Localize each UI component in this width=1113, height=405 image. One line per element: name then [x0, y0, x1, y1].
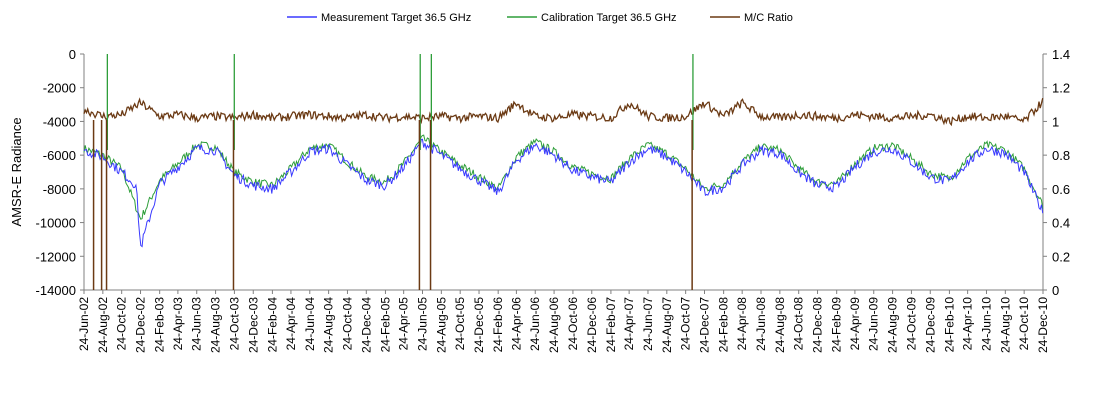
x-tick-label: 24-Jun-07: [641, 297, 655, 351]
x-tick-label: 24-Jun-03: [190, 297, 204, 351]
x-tick-label: 24-Feb-07: [604, 297, 618, 353]
x-tick-label: 24-Dec-03: [246, 297, 260, 353]
y-right-tick-label: 0.4: [1052, 216, 1070, 231]
x-tick-label: 24-Oct-03: [227, 297, 241, 351]
x-tick-label: 24-Feb-04: [265, 297, 279, 353]
x-tick-label: 24-Oct-10: [1017, 297, 1031, 351]
x-tick-label: 24-Apr-07: [622, 297, 636, 351]
y-left-tick-label: -2000: [43, 81, 76, 96]
x-tick-label: 24-Feb-09: [830, 297, 844, 353]
x-tick-label: 24-Apr-04: [284, 297, 298, 351]
x-tick-label: 24-Aug-08: [773, 297, 787, 353]
legend-item-mc-ratio-label: M/C Ratio: [744, 12, 793, 24]
series-line-mc-ratio: [83, 97, 1044, 127]
y-left-tick-label: -10000: [36, 216, 76, 231]
x-tick-label: 24-Aug-05: [434, 297, 448, 353]
x-tick-label: 24-Dec-10: [1036, 297, 1050, 353]
x-tick-label: 24-Apr-03: [171, 297, 185, 351]
y-left-tick-label: -14000: [36, 283, 76, 298]
legend-item-calibration-label: Calibration Target 36.5 GHz: [541, 12, 677, 24]
y-axis-title: AMSR-E Radiance: [9, 117, 24, 226]
x-tick-label: 24-Aug-10: [998, 297, 1012, 353]
x-tick-label: 24-Aug-07: [660, 297, 674, 353]
x-tick-label: 24-Feb-05: [378, 297, 392, 353]
x-tick-label: 24-Apr-06: [509, 297, 523, 351]
x-tick-label: 24-Oct-07: [679, 297, 693, 351]
x-tick-label: 24-Dec-08: [811, 297, 825, 353]
x-tick-label: 24-Jun-10: [979, 297, 993, 351]
x-tick-label: 24-Aug-04: [322, 297, 336, 353]
x-tick-label: 24-Dec-07: [697, 297, 711, 353]
x-tick-label: 24-Feb-03: [153, 297, 167, 353]
y-left-tick-label: -6000: [43, 148, 76, 163]
x-tick-label: 24-Apr-09: [848, 297, 862, 351]
x-tick-label: 24-Aug-09: [886, 297, 900, 353]
x-tick-label: 24-Oct-05: [453, 297, 467, 351]
x-tick-label: 24-Dec-06: [585, 297, 599, 353]
y-left-tick-label: 0: [69, 47, 76, 62]
legend-item-measurement-label: Measurement Target 36.5 GHz: [321, 12, 471, 24]
x-tick-label: 24-Feb-06: [491, 297, 505, 353]
x-tick-label: 24-Feb-08: [717, 297, 731, 353]
y-left-tick-label: -12000: [36, 249, 76, 264]
y-right-tick-label: 0.2: [1052, 249, 1070, 264]
x-tick-label: 24-Aug-06: [547, 297, 561, 353]
x-tick-label: 24-Apr-10: [961, 297, 975, 351]
y-left-tick-label: -8000: [43, 182, 76, 197]
x-tick-label: 24-Dec-04: [359, 297, 373, 353]
x-tick-label: 24-Aug-03: [209, 297, 223, 353]
x-tick-label: 24-Aug-02: [96, 297, 110, 353]
y-left-tick-label: -4000: [43, 114, 76, 129]
y-right-tick-label: 1: [1052, 114, 1059, 129]
x-tick-label: 24-Dec-09: [923, 297, 937, 353]
y-right-tick-label: 0.6: [1052, 182, 1070, 197]
x-tick-label: 24-Oct-02: [115, 297, 129, 351]
y-right-tick-label: 1.2: [1052, 81, 1070, 96]
x-tick-label: 24-Feb-10: [942, 297, 956, 353]
y-right-tick-label: 0: [1052, 283, 1059, 298]
x-tick-label: 24-Jun-05: [416, 297, 430, 351]
series-line-measurement: [83, 138, 1044, 248]
series-line-calibration: [83, 134, 1044, 220]
x-tick-label: 24-Apr-05: [397, 297, 411, 351]
x-tick-label: 24-Oct-06: [566, 297, 580, 351]
x-tick-label: 24-Dec-02: [134, 297, 148, 353]
x-tick-label: 24-Oct-04: [340, 297, 354, 351]
y-right-tick-label: 0.8: [1052, 148, 1070, 163]
x-tick-label: 24-Oct-08: [792, 297, 806, 351]
x-tick-label: 24-Oct-09: [904, 297, 918, 351]
x-tick-label: 24-Jun-09: [867, 297, 881, 351]
x-tick-label: 24-Apr-08: [735, 297, 749, 351]
x-tick-label: 24-Dec-05: [472, 297, 486, 353]
x-tick-label: 24-Jun-02: [77, 297, 91, 351]
x-tick-label: 24-Jun-08: [754, 297, 768, 351]
y-right-tick-label: 1.4: [1052, 47, 1070, 62]
x-tick-label: 24-Jun-04: [303, 297, 317, 351]
x-tick-label: 24-Jun-06: [528, 297, 542, 351]
